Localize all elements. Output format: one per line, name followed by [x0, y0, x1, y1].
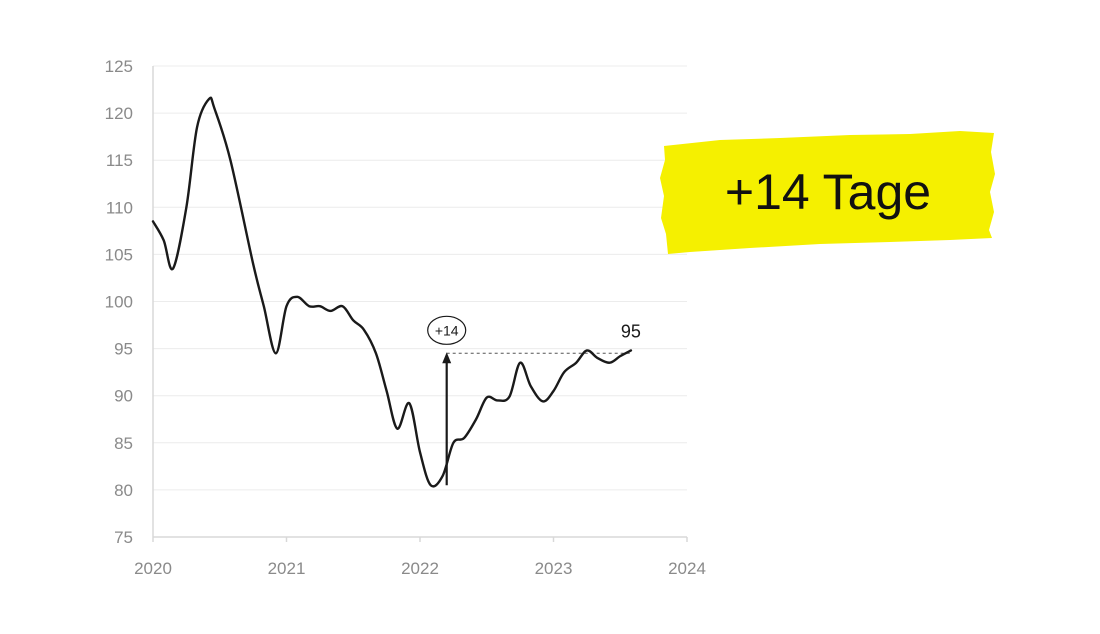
increase-bubble: [427, 315, 467, 345]
y-tick-label: 100: [105, 293, 133, 312]
y-tick-label: 75: [114, 528, 133, 547]
x-tick-label: 2021: [268, 559, 306, 578]
y-tick-label: 120: [105, 104, 133, 123]
y-tick-label: 115: [106, 151, 133, 170]
series-layer: [151, 96, 633, 488]
y-tick-label: 95: [114, 340, 133, 359]
highlight-brush: [660, 131, 995, 254]
y-tick-label: 110: [106, 198, 133, 217]
x-tick-label: 2023: [535, 559, 573, 578]
highlight-brush-shape: [660, 131, 995, 254]
y-tick-label: 85: [114, 434, 133, 453]
increase-arrow-head: [442, 352, 452, 364]
x-tick-label: 2024: [668, 559, 706, 578]
x-tick-labels: 2020 2021 2022 2023 2024: [134, 537, 706, 578]
grid-layer: [153, 65, 687, 491]
y-tick-labels: 75 80 85 90 95 100 105 110 115 120 125: [105, 57, 133, 547]
end-value-label: 95: [621, 321, 641, 341]
x-tick-label: 2022: [401, 559, 439, 578]
annotation-layer: +14 95: [427, 315, 641, 486]
x-tick-label: 2020: [134, 559, 172, 578]
y-tick-label: 80: [114, 481, 133, 500]
y-tick-label: 125: [105, 57, 133, 76]
increase-bubble-label: +14: [435, 322, 459, 338]
y-tick-label: 90: [114, 387, 133, 406]
highlight-label: +14 Tage: [724, 164, 932, 220]
y-tick-label: 105: [105, 245, 133, 264]
series-line: [151, 96, 633, 488]
